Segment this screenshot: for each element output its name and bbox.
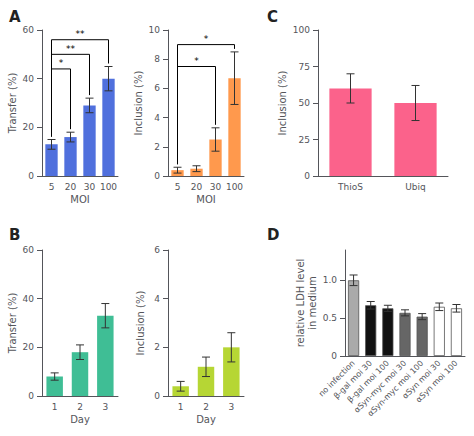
svg-text:6: 6 [154, 245, 160, 255]
svg-text:5: 5 [49, 182, 55, 192]
svg-text:100: 100 [293, 25, 310, 35]
svg-text:30: 30 [210, 182, 222, 192]
svg-text:20: 20 [65, 182, 77, 192]
svg-text:αSyn moi 100: αSyn moi 100 [414, 359, 459, 404]
svg-text:3: 3 [102, 402, 108, 412]
svg-text:2: 2 [154, 142, 160, 152]
svg-text:MOI: MOI [70, 194, 89, 205]
svg-text:C: C [267, 8, 278, 26]
svg-text:Day: Day [70, 414, 90, 425]
svg-text:MOI: MOI [196, 194, 215, 205]
svg-text:Inclusion (%): Inclusion (%) [135, 290, 146, 355]
svg-text:0: 0 [304, 171, 310, 181]
svg-text:0: 0 [154, 391, 160, 401]
svg-text:Ubiq: Ubiq [405, 182, 426, 192]
svg-text:Transfer (%): Transfer (%) [7, 73, 18, 135]
svg-text:4: 4 [154, 294, 160, 304]
svg-text:αSyn-myc moi 30: αSyn-myc moi 30 [352, 358, 409, 415]
svg-text:2: 2 [77, 402, 83, 412]
svg-text:0: 0 [28, 171, 34, 181]
svg-text:**: ** [76, 29, 86, 39]
svg-text:A: A [9, 8, 21, 26]
svg-text:ThioS: ThioS [337, 182, 363, 192]
svg-text:0: 0 [154, 171, 160, 181]
svg-text:B: B [9, 226, 20, 244]
svg-text:2: 2 [203, 402, 209, 412]
svg-text:0: 0 [331, 351, 337, 361]
svg-text:*: * [59, 58, 64, 68]
svg-text:0: 0 [28, 391, 34, 401]
svg-text:20: 20 [23, 342, 35, 352]
svg-text:10: 10 [149, 25, 161, 35]
svg-text:20: 20 [23, 122, 35, 132]
svg-text:40: 40 [23, 74, 35, 84]
svg-text:25: 25 [299, 135, 310, 145]
svg-text:0.5: 0.5 [323, 313, 337, 323]
svg-text:Inclusion (%): Inclusion (%) [133, 70, 144, 135]
svg-text:1: 1 [52, 402, 58, 412]
svg-text:75: 75 [299, 62, 310, 72]
svg-text:30: 30 [84, 182, 96, 192]
svg-text:1.0: 1.0 [323, 275, 338, 285]
svg-text:5: 5 [175, 182, 181, 192]
svg-text:Inclusion (%): Inclusion (%) [277, 70, 288, 135]
svg-text:relative LDH level: relative LDH level [295, 259, 306, 348]
svg-text:β-gal moi 100: β-gal moi 100 [345, 358, 391, 405]
svg-text:2: 2 [154, 342, 160, 352]
svg-text:D: D [267, 226, 279, 244]
svg-text:60: 60 [23, 245, 35, 255]
svg-text:**: ** [66, 44, 76, 54]
svg-text:40: 40 [23, 294, 35, 304]
svg-text:Day: Day [196, 414, 216, 425]
svg-text:*: * [194, 56, 199, 66]
svg-text:αSyn-myc moi 100: αSyn-myc moi 100 [365, 358, 426, 419]
svg-text:50: 50 [299, 98, 311, 108]
svg-text:no infection: no infection [317, 358, 357, 399]
svg-text:4: 4 [154, 113, 160, 123]
svg-text:in medium: in medium [307, 276, 318, 329]
svg-text:6: 6 [154, 83, 160, 93]
svg-text:20: 20 [191, 182, 203, 192]
svg-text:1: 1 [178, 402, 184, 412]
svg-text:100: 100 [226, 182, 243, 192]
svg-text:8: 8 [154, 54, 160, 64]
svg-text:100: 100 [100, 182, 117, 192]
svg-text:60: 60 [23, 25, 35, 35]
svg-text:Transfer (%): Transfer (%) [7, 293, 18, 355]
svg-text:3: 3 [228, 402, 234, 412]
svg-text:β-gal moi 30: β-gal moi 30 [332, 358, 374, 401]
svg-text:*: * [204, 34, 209, 44]
svg-text:αSyn moi 30: αSyn moi 30 [400, 358, 443, 401]
